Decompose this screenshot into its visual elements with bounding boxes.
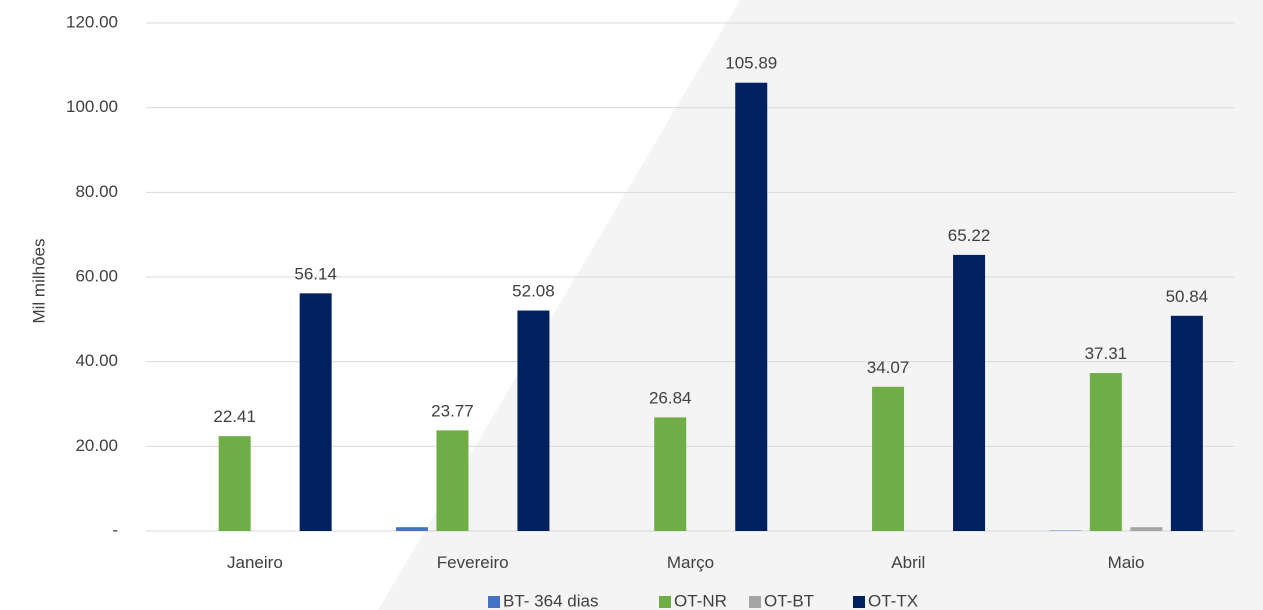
legend-label: OT-NR	[674, 591, 727, 610]
legend-item: OT-TX	[853, 591, 918, 610]
bar-ot-tx-fevereiro	[517, 310, 550, 531]
x-tick-label: Fevereiro	[437, 553, 509, 572]
legend-item: BT- 364 dias	[488, 591, 598, 610]
bar-ot-nr-abril	[872, 386, 905, 531]
y-tick-label: 60.00	[75, 266, 118, 285]
legend-label: BT- 364 dias	[503, 591, 598, 610]
data-label: 52.08	[512, 282, 555, 301]
legend-swatch	[853, 596, 865, 608]
legend-swatch	[488, 596, 500, 608]
data-label: 50.84	[1166, 287, 1209, 306]
background-diagonal-shade	[378, 0, 1263, 610]
bar-ot-nr-maio	[1089, 373, 1122, 531]
bar-ot-tx-janeiro	[299, 293, 332, 531]
legend-swatch	[749, 596, 761, 608]
y-axis-title: Mil milhões	[29, 238, 48, 323]
bar-ot-bt-maio	[1130, 527, 1163, 531]
x-tick-label: Março	[667, 553, 714, 572]
y-tick-label: -	[112, 520, 118, 539]
y-tick-label: 80.00	[75, 182, 118, 201]
legend-swatch	[659, 596, 671, 608]
data-label: 22.41	[213, 407, 256, 426]
bar-ot-tx-maio	[1170, 315, 1203, 531]
data-label: 26.84	[649, 388, 692, 407]
data-label: 37.31	[1085, 344, 1128, 363]
bar-ot-tx-março	[735, 82, 768, 531]
bar-ot-nr-fevereiro	[436, 430, 469, 531]
y-tick-label: 40.00	[75, 351, 118, 370]
x-tick-label: Janeiro	[227, 553, 283, 572]
y-tick-label: 100.00	[66, 97, 118, 116]
data-label: 105.89	[725, 54, 777, 73]
x-tick-label: Maio	[1108, 553, 1145, 572]
legend-item: OT-BT	[749, 591, 814, 610]
x-tick-label: Abril	[891, 553, 925, 572]
bar-ot-tx-abril	[953, 254, 986, 532]
bar-ot-nr-março	[654, 417, 687, 531]
data-label: 56.14	[294, 264, 337, 283]
data-label: 34.07	[867, 358, 910, 377]
data-label: 23.77	[431, 401, 474, 420]
y-tick-label: 120.00	[66, 12, 118, 31]
y-tick-label: 20.00	[75, 436, 118, 455]
bar-bt-364-dias-fevereiro	[395, 527, 428, 531]
data-label: 65.22	[948, 226, 991, 245]
legend-item: OT-NR	[659, 591, 727, 610]
legend-label: OT-BT	[764, 591, 814, 610]
bar-ot-nr-janeiro	[218, 436, 251, 531]
legend-label: OT-TX	[868, 591, 918, 610]
